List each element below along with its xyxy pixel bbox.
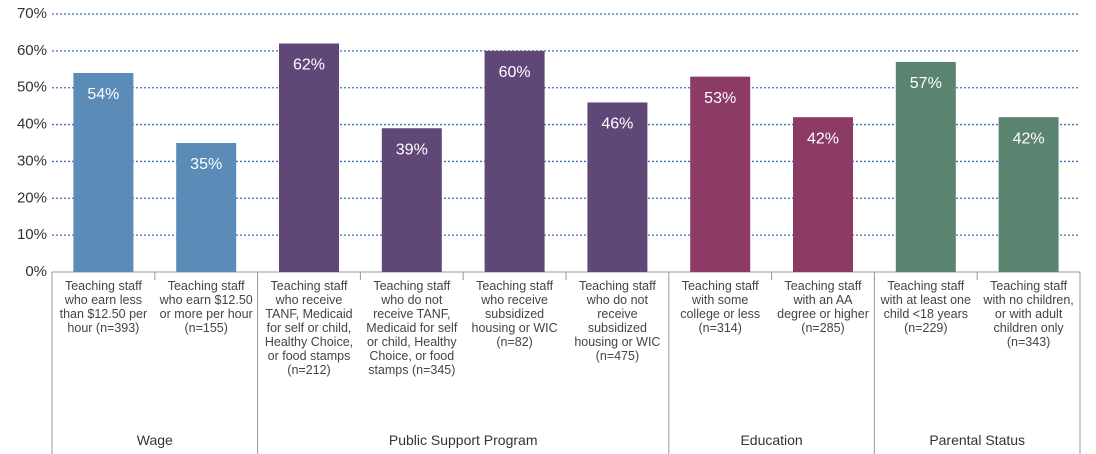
y-tick-label: 0%	[25, 263, 47, 280]
y-tick-label: 30%	[17, 152, 47, 169]
x-tick-label: Teaching staff who earn $12.50 or more p…	[159, 279, 253, 335]
bar	[73, 72, 134, 272]
value-label: 42%	[807, 130, 839, 147]
y-tick-label: 70%	[17, 5, 47, 22]
y-tick-label: 40%	[17, 116, 47, 133]
value-label: 60%	[499, 64, 531, 81]
y-tick-label: 10%	[17, 226, 47, 243]
x-tick-label: Teaching staff who do not receive subsid…	[574, 279, 661, 363]
bar	[690, 76, 751, 273]
bar	[895, 61, 956, 272]
group-label: Public Support Program	[388, 432, 538, 448]
x-tick-label: Teaching staff with some college or less…	[680, 279, 761, 335]
bar	[381, 128, 442, 272]
value-label: 46%	[601, 116, 633, 133]
bar	[484, 50, 545, 272]
x-tick-label: Teaching staff with at least one child <…	[880, 279, 971, 335]
x-tick-label: Teaching staff with no children, or with…	[983, 279, 1074, 349]
value-label: 62%	[293, 57, 325, 74]
bar	[279, 43, 339, 272]
value-label: 39%	[396, 141, 428, 158]
bar	[587, 102, 648, 272]
y-tick-label: 50%	[17, 79, 47, 96]
x-tick-label: Teaching staff who earn less than $12.50…	[59, 279, 148, 335]
x-tick-label: Teaching staff who receive subsidized ho…	[471, 279, 558, 349]
bar	[998, 117, 1059, 272]
bar	[176, 143, 237, 272]
value-label: 53%	[704, 90, 736, 107]
group-label: Education	[740, 432, 803, 448]
value-label: 57%	[910, 75, 942, 92]
bar	[793, 117, 853, 272]
x-tick-label: Teaching staff who do not receive TANF, …	[366, 279, 458, 377]
y-tick-label: 20%	[17, 189, 47, 206]
x-tick-label: Teaching staff who receive TANF, Medicai…	[264, 279, 354, 377]
value-label: 35%	[190, 156, 222, 173]
value-label: 42%	[1013, 130, 1045, 147]
group-label: Parental Status	[929, 432, 1026, 448]
group-label: Wage	[136, 432, 173, 448]
value-label: 54%	[87, 86, 119, 103]
y-tick-label: 60%	[17, 42, 47, 59]
x-tick-label: Teaching staff with an AA degree or high…	[777, 279, 869, 335]
